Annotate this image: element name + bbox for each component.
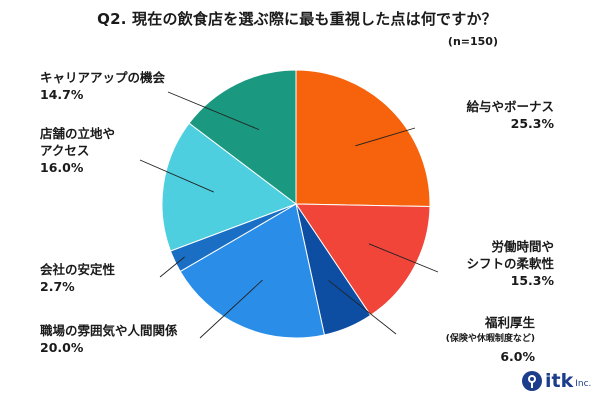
slice-label-stability: 会社の安定性 2.7% bbox=[40, 262, 116, 294]
slice-label-flexibility: 労働時間や シフトの柔軟性 15.3% bbox=[466, 239, 554, 288]
pie-slice-salary bbox=[295, 69, 431, 208]
leader-line-benefits bbox=[328, 280, 397, 335]
leader-line-location bbox=[139, 159, 214, 193]
logo-suffix: Inc. bbox=[575, 379, 592, 389]
slice-label-atmosphere: 職場の雰囲気や人間関係 20.0% bbox=[40, 323, 178, 355]
chart-title: Q2. 現在の飲食店を選ぶ際に最も重視した点は何ですか？ bbox=[97, 10, 497, 28]
logo-mark-icon bbox=[522, 371, 542, 391]
company-logo: itk Inc. bbox=[522, 367, 591, 391]
leader-line-salary bbox=[355, 127, 416, 147]
slice-label-location: 店舗の立地や アクセス 16.0% bbox=[40, 126, 116, 175]
leader-line-career bbox=[167, 91, 260, 131]
slice-label-career: キャリアアップの機会 14.7% bbox=[40, 70, 166, 102]
leader-line-stability bbox=[159, 256, 185, 278]
logo-name: itk bbox=[545, 370, 574, 392]
pie-slice-atmosphere bbox=[179, 203, 326, 339]
pie-slice-location bbox=[161, 122, 298, 252]
pie-slice-career bbox=[188, 69, 297, 206]
leader-line-flexibility bbox=[368, 243, 439, 273]
slice-label-benefits: 福利厚生 (保険や休暇制度など) 6.0% bbox=[445, 315, 535, 364]
slice-label-salary: 給与やボーナス 25.3% bbox=[466, 99, 554, 131]
leader-line-atmosphere bbox=[199, 279, 263, 339]
sample-size-note: (n=150) bbox=[447, 35, 498, 48]
pie-slice-flexibility bbox=[295, 203, 431, 316]
